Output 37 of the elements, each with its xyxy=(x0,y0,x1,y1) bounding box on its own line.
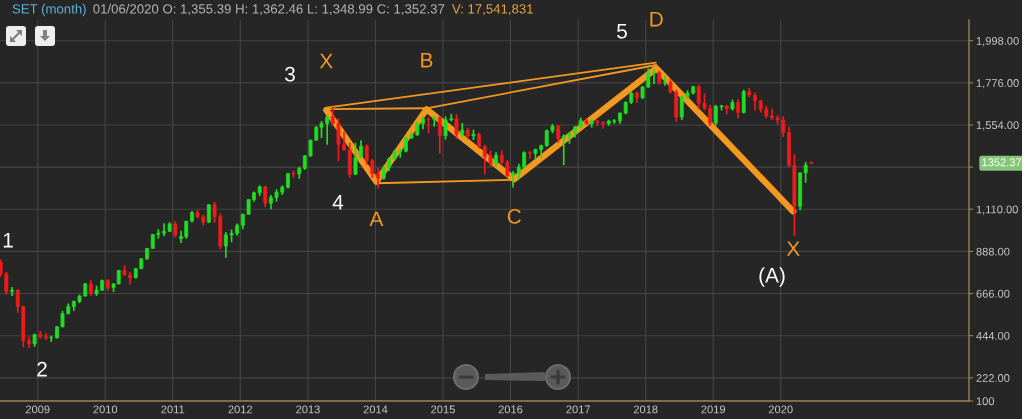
annotation: 4 xyxy=(332,195,344,210)
chart-subtitle: 01/06/2020 O: 1,355.39 H: 1,362.46 L: 1,348.99 C: 1,352.37 xyxy=(93,3,445,16)
y-tick-label: 1,776.00 xyxy=(976,79,1019,89)
annotation: (A) xyxy=(759,267,785,287)
annotation: 2 xyxy=(37,361,47,377)
annotation: 5 xyxy=(617,24,627,39)
y-tick-label: 666.00 xyxy=(976,289,1010,298)
y-tick-label: 1,998.00 xyxy=(976,36,1019,47)
y-tick-label: 222.00 xyxy=(976,374,1010,382)
x-tick-label: 2013 xyxy=(296,405,320,414)
y-tick-label: 100 xyxy=(976,397,995,406)
x-tick-label: 2020 xyxy=(768,405,793,414)
x-tick-label: 2011 xyxy=(161,405,185,414)
data-label: X xyxy=(786,241,800,256)
data-label: X xyxy=(319,53,333,69)
y-tick-label: 1,110.00 xyxy=(976,205,1018,215)
x-tick-label: 2009 xyxy=(25,405,50,414)
y-tick-label: 888.00 xyxy=(976,247,1010,256)
data-label: D xyxy=(650,12,663,27)
x-tick-label: 2015 xyxy=(431,405,455,414)
text: V: 17,541,831 xyxy=(451,4,533,16)
y-tick-label: 444.00 xyxy=(976,331,1010,340)
data-label: A xyxy=(369,211,384,227)
x-tick-label: 2016 xyxy=(498,405,523,414)
x-tick-label: 2017 xyxy=(566,405,590,414)
annotation: 3 xyxy=(285,66,295,82)
data-label: C xyxy=(507,209,521,224)
x-tick-label: 2019 xyxy=(701,405,726,414)
y-tick-label: 1,554.00 xyxy=(976,121,1019,131)
x-tick-label: 2014 xyxy=(363,405,388,414)
annotation: 1 xyxy=(3,233,13,248)
x-tick-label: 2012 xyxy=(228,405,253,414)
chart-title: SET (month) xyxy=(12,3,86,17)
data-label: B xyxy=(421,53,433,68)
x-tick-label: 2010 xyxy=(93,405,118,414)
x-tick-label: 2018 xyxy=(633,405,658,414)
text: 1352.37 xyxy=(982,158,1022,167)
